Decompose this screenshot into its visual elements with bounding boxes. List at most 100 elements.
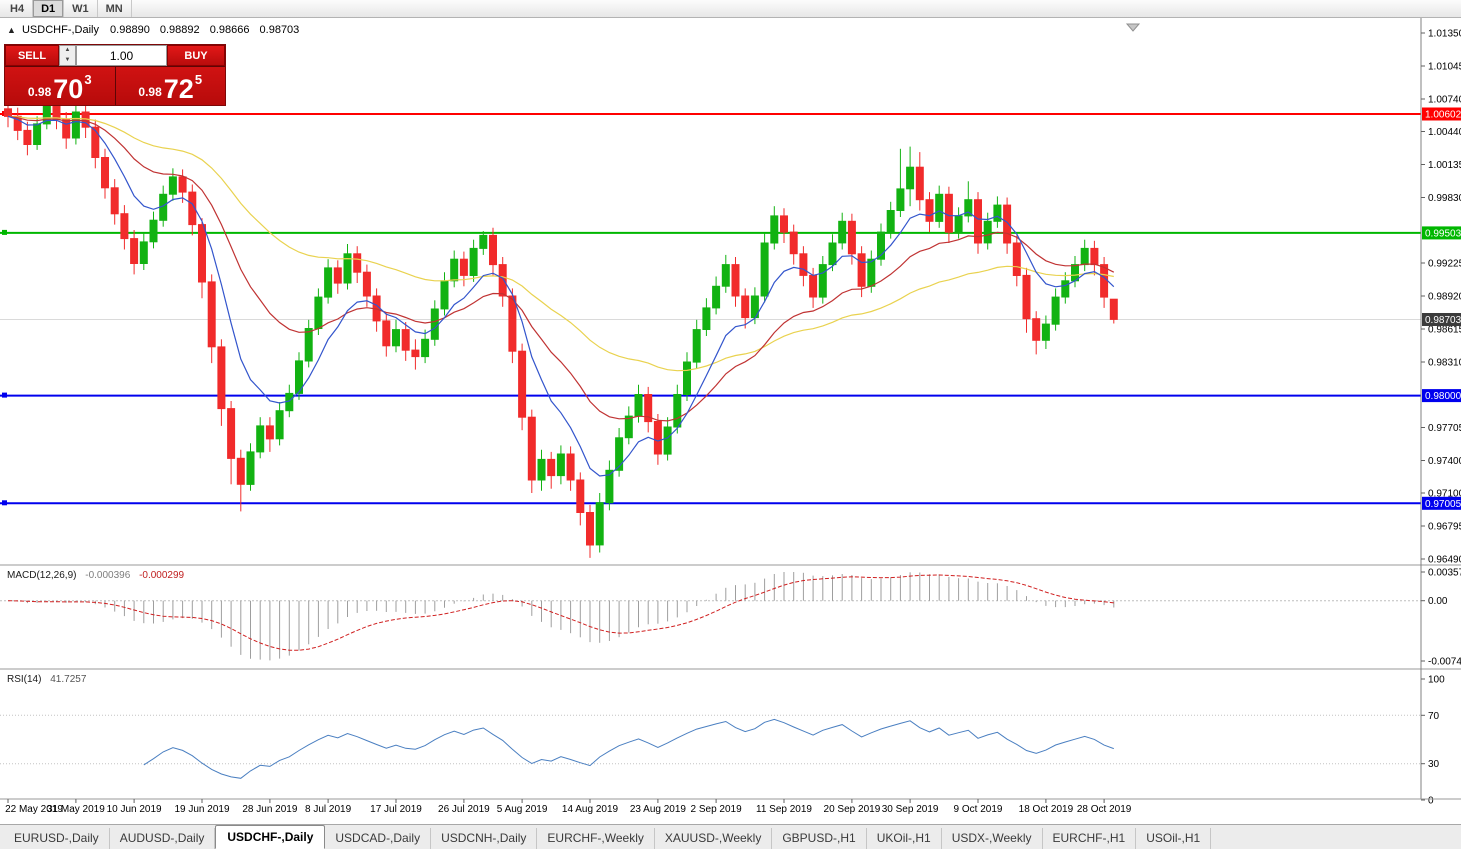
- candle: [721, 254, 730, 293]
- chart-tab-gbpusd-h1[interactable]: GBPUSD-,H1: [772, 828, 867, 849]
- hline-handle[interactable]: [2, 500, 7, 506]
- candle: [324, 259, 333, 304]
- candle: [595, 493, 604, 553]
- candle: [741, 288, 750, 329]
- candle: [556, 445, 565, 485]
- candle: [828, 234, 837, 272]
- chart-tab-eurchf-h1[interactable]: EURCHF-,H1: [1043, 828, 1137, 849]
- chart-tab-usoil-h1[interactable]: USOil-,H1: [1136, 828, 1212, 849]
- ma-line-45: [7, 115, 1114, 372]
- sell-price-pip: 3: [84, 72, 92, 87]
- candle: [168, 168, 177, 201]
- volume-down-button[interactable]: ▼: [64, 56, 71, 63]
- price-tick-label: 1.00440: [1428, 127, 1461, 138]
- date-label: 2 Sep 2019: [691, 804, 743, 815]
- macd-axis-label: -0.00749: [1428, 657, 1461, 668]
- price-tick-label: 0.99830: [1428, 193, 1461, 204]
- current-price-badge: 0.98703: [1422, 313, 1461, 326]
- chart-shift-marker[interactable]: [1125, 23, 1141, 32]
- chart-region: 1.01350 1.01045 1.00740 1.00440 1.00135 0.998…: [0, 18, 1461, 824]
- macd-pane-label: MACD(12,26,9) -0.000396 -0.000299: [7, 570, 184, 581]
- date-label: 30 Sep 2019: [882, 804, 939, 815]
- candle: [673, 384, 682, 434]
- timeframe-button-d1[interactable]: D1: [33, 0, 65, 17]
- candle: [838, 212, 847, 250]
- price-tick-label: 0.97705: [1428, 423, 1461, 434]
- buy-button[interactable]: BUY: [167, 45, 225, 66]
- chart-tab-eurchf-weekly[interactable]: EURCHF-,Weekly: [537, 828, 655, 849]
- chart-tab-ukoil-h1[interactable]: UKOil-,H1: [867, 828, 942, 849]
- price-tick-label: 1.01350: [1428, 29, 1461, 40]
- timeframe-button-h4[interactable]: H4: [2, 0, 34, 17]
- chart-tab-usdcnh-daily[interactable]: USDCNH-,Daily: [431, 828, 538, 849]
- chart-tab-eurusd-daily[interactable]: EURUSD-,Daily: [4, 828, 110, 849]
- candle: [498, 257, 507, 307]
- date-label: 19 Jun 2019: [174, 804, 229, 815]
- chart-tab-xauusd-weekly[interactable]: XAUUSD-,Weekly: [655, 828, 773, 849]
- macd-signal-value: -0.000299: [139, 570, 185, 581]
- candle: [246, 443, 255, 491]
- chart-canvas[interactable]: 1.01350 1.01045 1.00740 1.00440 1.00135 0.998…: [0, 18, 1461, 824]
- candle: [1100, 257, 1109, 308]
- price-axis[interactable]: 1.01350 1.01045 1.00740 1.00440 1.00135 0.998…: [1420, 18, 1461, 807]
- candle: [256, 417, 265, 459]
- candle: [644, 386, 653, 433]
- candle: [915, 152, 924, 211]
- price-tick-label: 0.98920: [1428, 292, 1461, 303]
- candle: [925, 192, 934, 233]
- candle: [760, 233, 769, 303]
- timeframe-button-mn[interactable]: MN: [98, 0, 132, 17]
- date-label: 9 Oct 2019: [954, 804, 1003, 815]
- candle: [382, 313, 391, 357]
- svg-text:0.97005: 0.97005: [1425, 499, 1461, 510]
- sell-button[interactable]: SELL: [5, 45, 59, 66]
- candle: [110, 179, 119, 225]
- candle: [217, 339, 226, 426]
- macd-axis-label: 0.00: [1428, 596, 1448, 607]
- candle: [469, 239, 478, 282]
- level-price-badge: 0.98000: [1422, 389, 1461, 403]
- price-tick-label: 1.01045: [1428, 62, 1461, 73]
- candle: [479, 231, 488, 255]
- chart-tab-audusd-daily[interactable]: AUDUSD-,Daily: [110, 828, 216, 849]
- candle: [343, 244, 352, 290]
- price-tick-label: 0.98615: [1428, 325, 1461, 336]
- candle: [33, 116, 42, 150]
- timeframe-toolbar: H4 D1 W1 MN: [0, 0, 1461, 18]
- buy-price-panel[interactable]: 0.98 72 5: [115, 67, 225, 105]
- macd-pane: [0, 564, 1461, 661]
- price-tick-label: 1.00740: [1428, 95, 1461, 106]
- rsi-axis-label: 70: [1428, 711, 1440, 722]
- candle: [1080, 239, 1089, 272]
- buy-price-big: 72: [163, 74, 194, 105]
- chart-header: ▲ USDCHF-,Daily 0.98890 0.98892 0.98666 …: [7, 24, 306, 36]
- volume-up-button[interactable]: ▲: [64, 47, 71, 53]
- candle: [615, 428, 624, 477]
- collapse-icon[interactable]: ▲: [7, 25, 16, 35]
- candle: [789, 224, 798, 265]
- candle: [983, 212, 992, 250]
- macd-main-value: -0.000396: [85, 570, 131, 581]
- ma-line-20: [7, 115, 1115, 422]
- timeframe-button-w1[interactable]: W1: [64, 0, 98, 17]
- candle: [993, 196, 1002, 228]
- sell-price-panel[interactable]: 0.98 70 3: [5, 67, 115, 105]
- macd-name: MACD(12,26,9): [7, 570, 77, 581]
- candle: [362, 264, 371, 307]
- date-label: 23 Aug 2019: [630, 804, 687, 815]
- candle: [401, 322, 410, 361]
- candle: [421, 329, 430, 364]
- rsi-axis-label: 100: [1428, 675, 1445, 686]
- hline-handle[interactable]: [2, 229, 7, 235]
- hline-handle[interactable]: [2, 392, 7, 398]
- volume-input[interactable]: [76, 45, 167, 66]
- chart-tab-usdx-weekly[interactable]: USDX-,Weekly: [942, 828, 1043, 849]
- candle: [586, 504, 594, 558]
- candle: [120, 205, 129, 250]
- date-label: 31 May 2019: [47, 804, 105, 815]
- chart-tab-usdchf-daily[interactable]: USDCHF-,Daily: [215, 825, 326, 849]
- candle: [489, 227, 497, 276]
- chart-tab-usdcad-daily[interactable]: USDCAD-,Daily: [325, 828, 432, 849]
- candle: [207, 274, 216, 364]
